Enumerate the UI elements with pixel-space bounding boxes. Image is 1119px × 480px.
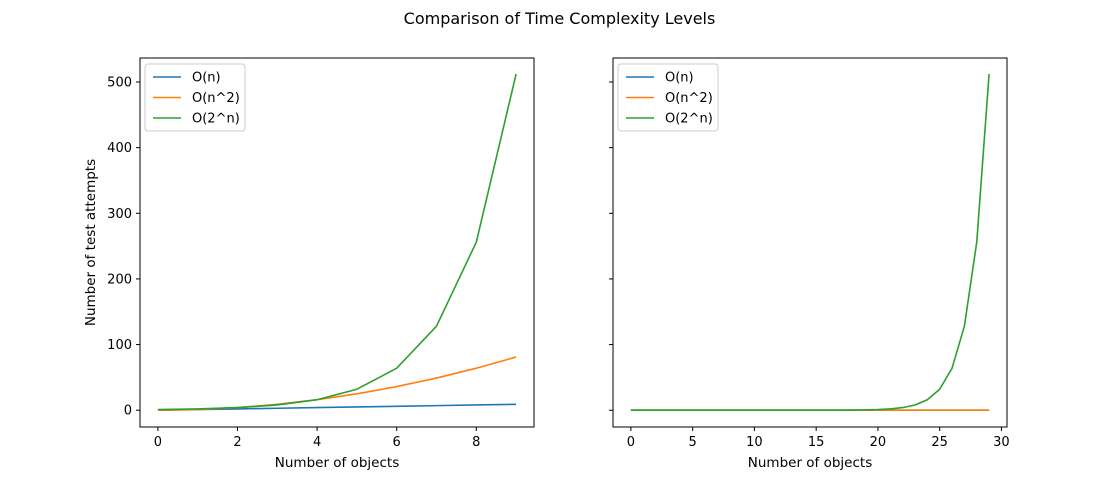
- x-tick-label: 6: [393, 435, 401, 450]
- y-tick-label: 300: [107, 207, 132, 222]
- y-tick-label: 200: [107, 272, 132, 287]
- x-tick-label: 0: [627, 435, 635, 450]
- legend-box: [144, 63, 246, 132]
- legend-label: O(n^2): [665, 91, 713, 106]
- y-axis-label: Number of test attempts: [83, 159, 99, 326]
- x-tick-label: 20: [870, 435, 887, 450]
- x-tick-label: 4: [313, 435, 321, 450]
- legend-label: O(n): [192, 71, 221, 86]
- legend: O(n) O(n^2) O(2^n): [144, 63, 246, 132]
- series-line-right-2: [630, 74, 990, 412]
- legend: O(n) O(n^2) O(2^n): [617, 63, 719, 132]
- y-tick-label: 500: [107, 75, 132, 90]
- x-tick-label: 0: [154, 435, 162, 450]
- legend-label: O(n^2): [192, 91, 240, 106]
- axes-frame: [612, 57, 1008, 428]
- legend-label: O(n): [665, 71, 694, 86]
- y-tick-label: 0: [124, 404, 132, 419]
- series-line-left-2: [157, 73, 517, 411]
- x-axis-label: Number of objects: [275, 455, 399, 471]
- x-axis-label: Number of objects: [748, 455, 872, 471]
- x-tick-label: 10: [746, 435, 763, 450]
- x-tick-label: 25: [931, 435, 948, 450]
- figure-title: Comparison of Time Complexity Levels: [404, 9, 716, 28]
- legend-label: O(2^n): [665, 112, 713, 127]
- legend-label: O(2^n): [192, 112, 240, 127]
- legend-box: [617, 63, 719, 132]
- left-panel: 0 2 4 6 8 0 100 200 300 400 500 Number of objects Nu…: [83, 57, 535, 471]
- y-tick-label: 100: [107, 338, 132, 353]
- y-tick-label: 400: [107, 141, 132, 156]
- axes-frame: [139, 57, 535, 428]
- x-tick-label: 5: [689, 435, 697, 450]
- x-tick-label: 8: [472, 435, 480, 450]
- x-tick-label: 2: [233, 435, 241, 450]
- x-tick-label: 15: [808, 435, 825, 450]
- x-tick-label: 30: [993, 435, 1010, 450]
